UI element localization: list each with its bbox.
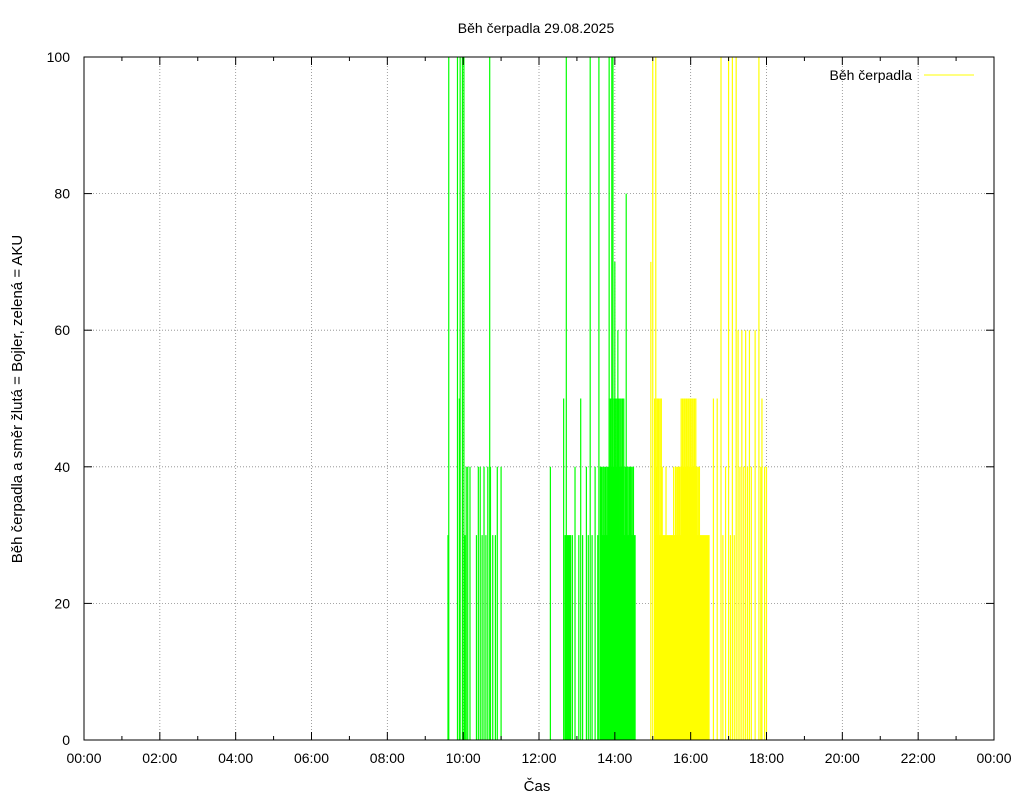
x-tick-label: 12:00 — [521, 750, 556, 766]
y-tick-label: 40 — [54, 459, 70, 475]
x-axis-label: Čas — [524, 778, 551, 795]
x-tick-label: 20:00 — [825, 750, 860, 766]
filled-block — [564, 535, 572, 740]
grid-lines — [84, 57, 994, 740]
series-aku — [447, 57, 636, 740]
x-tick-label: 10:00 — [446, 750, 481, 766]
y-axis-label: Běh čerpadla a směr žlutá = Bojler, zele… — [9, 235, 26, 564]
x-tick-label: 18:00 — [749, 750, 784, 766]
series-bojler — [650, 57, 768, 740]
x-tick-label: 00:00 — [66, 750, 101, 766]
y-tick-label: 0 — [62, 732, 70, 748]
axis-ticks: 00:00 02:00 04:00 06:00 08:00 10:00 12:00 14:00… — [47, 49, 1012, 766]
x-tick-label: 22:00 — [901, 750, 936, 766]
x-tick-label: 04:00 — [218, 750, 253, 766]
y-tick-label: 100 — [47, 49, 71, 65]
legend: Běh čerpadla — [829, 67, 974, 83]
x-tick-label: 06:00 — [294, 750, 329, 766]
plot-area — [447, 57, 768, 740]
x-tick-label: 14:00 — [597, 750, 632, 766]
y-tick-label: 80 — [54, 186, 70, 202]
y-tick-label: 20 — [54, 595, 70, 611]
legend-label: Běh čerpadla — [829, 67, 912, 83]
y-tick-label: 60 — [54, 322, 70, 338]
chart-title: Běh čerpadla 29.08.2025 — [458, 20, 615, 36]
x-tick-label: 00:00 — [976, 750, 1011, 766]
x-tick-label: 02:00 — [142, 750, 177, 766]
x-tick-label: 16:00 — [673, 750, 708, 766]
x-tick-label: 08:00 — [370, 750, 405, 766]
